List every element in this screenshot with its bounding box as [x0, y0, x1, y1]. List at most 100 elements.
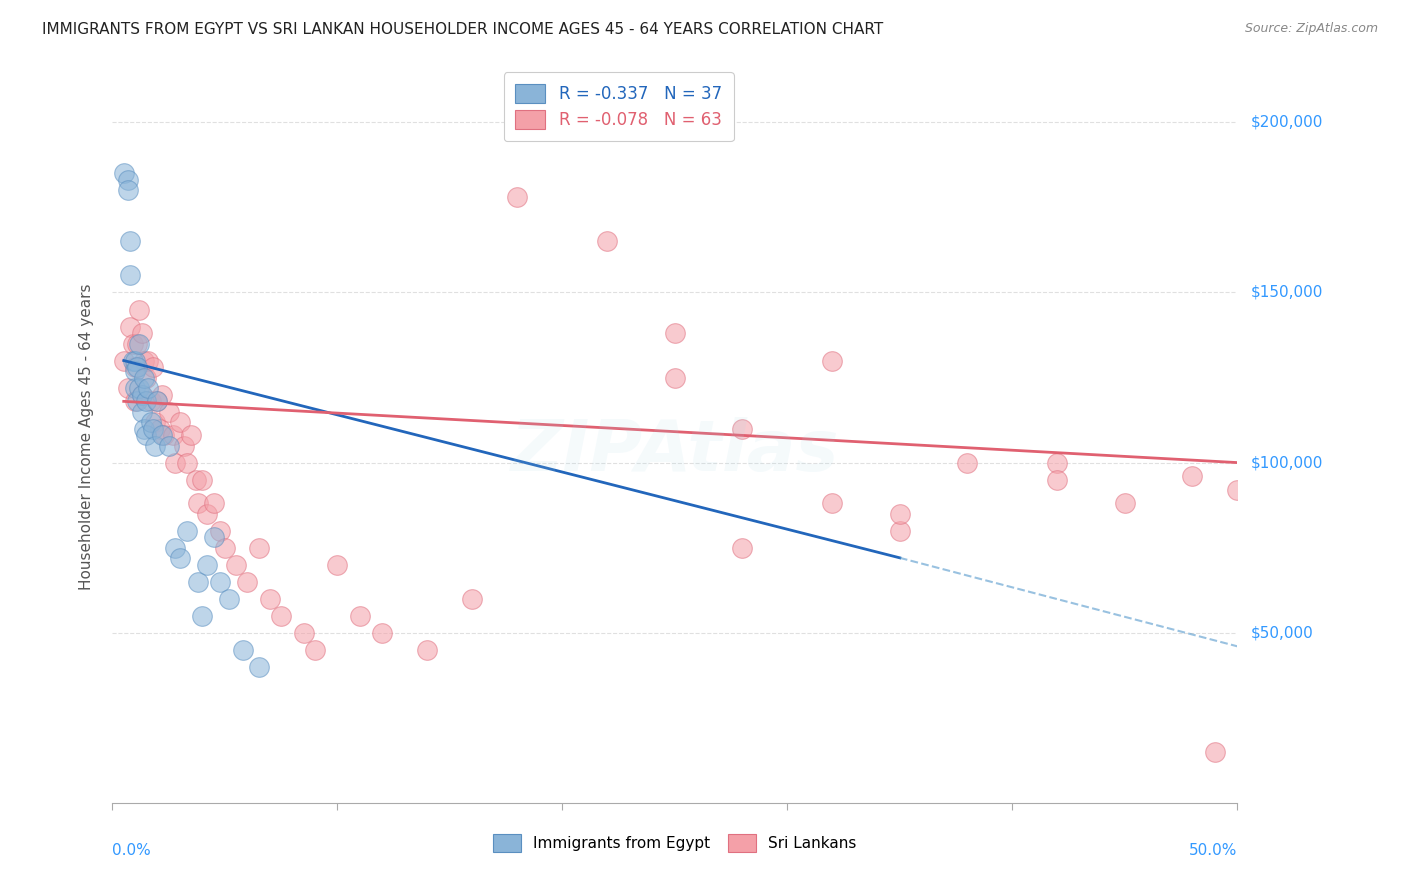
Point [117, 381, 139, 395]
Point [349, 608, 371, 623]
Point [1046, 456, 1069, 470]
Point [131, 404, 153, 418]
Point [128, 381, 150, 395]
Point [124, 360, 146, 375]
Point [121, 353, 143, 368]
Point [157, 439, 180, 453]
Point [124, 353, 146, 368]
Point [124, 364, 146, 378]
Point [139, 394, 162, 409]
Point [731, 421, 754, 435]
Point [176, 456, 198, 470]
Point [132, 353, 155, 368]
Point [146, 394, 169, 409]
Point [127, 394, 149, 409]
Point [461, 591, 484, 606]
Point [180, 428, 202, 442]
Point [187, 496, 209, 510]
Point [131, 387, 153, 401]
Point [120, 268, 142, 283]
Point [142, 360, 165, 375]
Point [127, 360, 149, 375]
Point [191, 473, 214, 487]
Point [270, 608, 292, 623]
Point [169, 415, 191, 429]
Point [247, 541, 270, 555]
Text: 0.0%: 0.0% [112, 843, 152, 858]
Point [416, 642, 439, 657]
Point [142, 421, 165, 435]
Point [139, 415, 162, 429]
Point [209, 574, 232, 589]
Point [138, 381, 160, 395]
Point [169, 550, 191, 565]
Point [150, 387, 173, 401]
Point [195, 507, 218, 521]
Point [143, 439, 166, 453]
Point [121, 336, 143, 351]
Point [149, 421, 172, 435]
Point [956, 456, 979, 470]
Point [176, 524, 198, 538]
Point [124, 394, 146, 409]
Point [214, 541, 236, 555]
Point [143, 415, 166, 429]
Point [821, 496, 844, 510]
Point [165, 541, 187, 555]
Point [165, 456, 187, 470]
Text: Source: ZipAtlas.com: Source: ZipAtlas.com [1244, 22, 1378, 36]
Point [247, 659, 270, 673]
Point [146, 394, 169, 409]
Point [1114, 496, 1136, 510]
Point [138, 353, 160, 368]
Point [135, 370, 157, 384]
Text: 50.0%: 50.0% [1189, 843, 1237, 858]
Point [157, 404, 180, 418]
Point [128, 302, 150, 317]
Point [218, 591, 240, 606]
Point [153, 428, 176, 442]
Point [292, 625, 315, 640]
Point [112, 166, 135, 180]
Point [1204, 745, 1226, 759]
Point [209, 524, 232, 538]
Point [1046, 473, 1069, 487]
Y-axis label: Householder Income Ages 45 - 64 years: Householder Income Ages 45 - 64 years [79, 284, 94, 591]
Point [131, 326, 153, 341]
Point [131, 387, 153, 401]
Point [232, 642, 254, 657]
Point [506, 190, 529, 204]
Point [135, 428, 157, 442]
Point [731, 541, 754, 555]
Point [112, 353, 135, 368]
Point [326, 558, 349, 572]
Point [184, 473, 207, 487]
Point [120, 319, 142, 334]
Text: $100,000: $100,000 [1251, 455, 1323, 470]
Text: IMMIGRANTS FROM EGYPT VS SRI LANKAN HOUSEHOLDER INCOME AGES 45 - 64 YEARS CORREL: IMMIGRANTS FROM EGYPT VS SRI LANKAN HOUS… [42, 22, 883, 37]
Point [117, 183, 139, 197]
Point [132, 370, 155, 384]
Point [889, 507, 911, 521]
Point [664, 370, 686, 384]
Point [195, 558, 218, 572]
Legend: Immigrants from Egypt, Sri Lankans: Immigrants from Egypt, Sri Lankans [484, 825, 866, 861]
Point [596, 235, 619, 249]
Text: $50,000: $50,000 [1251, 625, 1315, 640]
Point [821, 353, 844, 368]
Point [225, 558, 247, 572]
Point [664, 326, 686, 341]
Text: $200,000: $200,000 [1251, 115, 1323, 130]
Point [371, 625, 394, 640]
Point [173, 439, 195, 453]
Point [150, 428, 173, 442]
Point [1226, 483, 1249, 497]
Point [259, 591, 281, 606]
Point [128, 336, 150, 351]
Text: ZIPAtlas: ZIPAtlas [510, 417, 839, 486]
Point [304, 642, 326, 657]
Point [132, 421, 155, 435]
Point [202, 496, 225, 510]
Point [162, 428, 184, 442]
Point [1181, 469, 1204, 483]
